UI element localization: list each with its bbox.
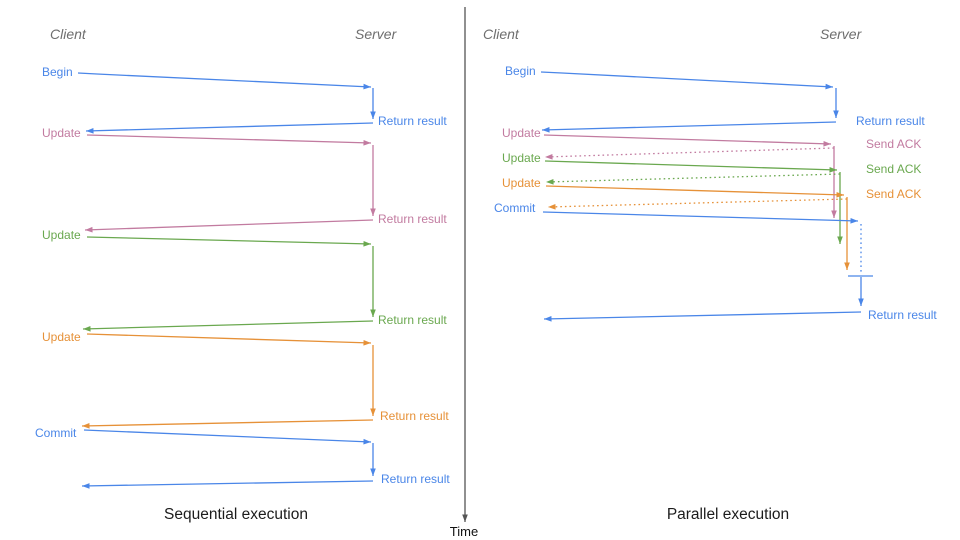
- sequential-update2-processing-arrowhead-icon: [370, 309, 376, 317]
- sequential-return3-label: Return result: [378, 313, 447, 327]
- parallel-update3-label: Update: [502, 176, 541, 190]
- sequential-update1-request-arrowhead-icon: [363, 140, 371, 146]
- sequential-commit-processing-arrowhead-icon: [370, 468, 376, 476]
- parallel-ack3-label: Send ACK: [866, 187, 921, 201]
- parallel-update1-request: [543, 134, 832, 145]
- parallel-update3-request: [545, 185, 845, 196]
- sequential-client-header: Client: [50, 26, 86, 42]
- parallel-update2-processing-arrowhead-icon: [837, 236, 843, 244]
- sequential-begin-processing-arrowhead-icon: [370, 111, 376, 119]
- parallel-commit-label: Commit: [494, 201, 536, 215]
- parallel-begin-return-arrowhead-icon: [542, 127, 550, 133]
- sequential-caption: Sequential execution: [164, 506, 308, 523]
- sequential-update1-return-arrowhead-icon: [85, 226, 93, 233]
- parallel-commit-processing-arrowhead-icon: [858, 298, 864, 306]
- sequential-update3-return: [81, 419, 374, 427]
- sequential-update2-label: Update: [42, 228, 81, 242]
- parallel-begin-request: [540, 71, 834, 88]
- parallel-update3-request-arrowhead-icon: [836, 192, 844, 198]
- sequential-commit-label: Commit: [35, 426, 77, 440]
- sequential-begin-return-arrowhead-icon: [86, 128, 94, 134]
- parallel-update2-ack-arrowhead-icon: [546, 179, 554, 185]
- sequential-commit-request-arrowhead-icon: [363, 438, 371, 445]
- time-axis-time-axis-line-arrowhead-icon: [462, 514, 468, 522]
- sequential-update3-return-arrowhead-icon: [82, 423, 90, 429]
- parallel-ack2-label: Send ACK: [866, 162, 921, 176]
- parallel-begin-processing-arrowhead-icon: [833, 110, 839, 118]
- sequential-update1-request: [86, 134, 372, 144]
- parallel-update1-request-arrowhead-icon: [823, 141, 831, 147]
- sequential-return1-label: Return result: [378, 114, 447, 128]
- parallel-update3-ack-arrowhead-icon: [548, 204, 556, 210]
- sequential-update3-request-arrowhead-icon: [363, 340, 371, 346]
- parallel-commit-return-arrowhead-icon: [544, 316, 552, 322]
- sequential-commit-request: [83, 429, 372, 443]
- sequential-update2-return: [82, 320, 374, 330]
- sequential-begin-label: Begin: [42, 65, 73, 79]
- parallel-update2-request: [544, 160, 838, 171]
- parallel-commit-return: [543, 311, 862, 320]
- sequential-update3-request: [86, 333, 372, 344]
- sequential-update2-return-arrowhead-icon: [83, 326, 91, 332]
- parallel-update3-ack: [547, 198, 848, 208]
- parallel-return1-label: Return result: [856, 114, 925, 128]
- parallel-begin-label: Begin: [505, 64, 536, 78]
- parallel-commit-request-arrowhead-icon: [850, 218, 858, 224]
- sequential-update2-request-arrowhead-icon: [363, 241, 371, 247]
- parallel-update2-label: Update: [502, 151, 541, 165]
- sequential-commit-return: [81, 480, 374, 487]
- sequential-update1-return: [84, 219, 374, 231]
- sequential-begin-return: [85, 122, 374, 132]
- sequential-begin-request-arrowhead-icon: [363, 83, 371, 90]
- parallel-server-header: Server: [820, 26, 862, 42]
- parallel-update2-request-arrowhead-icon: [829, 167, 837, 173]
- sequential-update1-processing-arrowhead-icon: [370, 208, 376, 216]
- sequential-return4-label: Return result: [380, 409, 449, 423]
- sequential-return5-label: Return result: [381, 472, 450, 486]
- sequential-server-header: Server: [355, 26, 397, 42]
- parallel-update1-label: Update: [502, 126, 541, 140]
- time-axis-label: Time: [449, 524, 479, 539]
- sequential-update1-label: Update: [42, 126, 81, 140]
- parallel-caption: Parallel execution: [666, 506, 790, 523]
- sequential-update3-processing-arrowhead-icon: [370, 408, 376, 416]
- parallel-ack1-label: Send ACK: [866, 137, 921, 151]
- parallel-begin-request-arrowhead-icon: [825, 83, 833, 90]
- parallel-begin-return: [541, 121, 837, 131]
- parallel-update2-ack: [545, 173, 841, 183]
- parallel-update1-processing-arrowhead-icon: [831, 210, 837, 218]
- sequential-commit-return-arrowhead-icon: [82, 483, 90, 489]
- sequential-begin-request: [77, 72, 372, 88]
- sequential-update3-label: Update: [42, 330, 81, 344]
- parallel-update3-processing-arrowhead-icon: [844, 262, 850, 270]
- parallel-client-header: Client: [483, 26, 519, 42]
- parallel-update1-ack-arrowhead-icon: [545, 154, 553, 160]
- sequential-update2-request: [86, 236, 372, 245]
- parallel-commit-request: [542, 211, 859, 222]
- sequential-return2-label: Return result: [378, 212, 447, 226]
- parallel-return2-label: Return result: [868, 308, 937, 322]
- parallel-update1-ack: [544, 147, 835, 158]
